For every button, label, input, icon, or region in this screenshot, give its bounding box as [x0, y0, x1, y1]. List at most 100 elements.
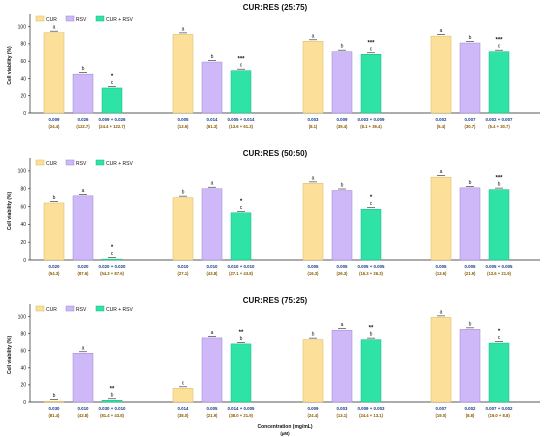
bar	[488, 342, 510, 403]
micromolar-label: (13.6)	[178, 124, 190, 129]
significance-stars: **	[239, 330, 244, 336]
micromolar-label: (8.1)	[309, 124, 318, 129]
significance-letter: b	[469, 35, 472, 41]
concentration-label: 0.020	[78, 264, 90, 269]
y-tick-label: 100	[18, 314, 27, 320]
significance-letter: b	[211, 54, 214, 60]
legend-label: CUR + RSV	[106, 307, 133, 313]
y-tick-label: 40	[20, 76, 26, 82]
significance-stars: *	[111, 74, 114, 80]
legend-swatch	[95, 15, 105, 22]
significance-stars: ***	[495, 38, 503, 44]
concentration-label: 0.010	[78, 406, 90, 411]
y-tick-label: 60	[20, 349, 26, 355]
micromolar-label: (13.6)	[436, 271, 448, 276]
concentration-label: 0.003	[308, 117, 320, 122]
micromolar-label: (8.1 + 39.4)	[360, 124, 382, 129]
chart-panel: CUR:RES (75:25) CUR RSV CUR + RSV 0 20 40 60 80 1…	[7, 296, 540, 418]
micromolar-label: (16.3 + 26.3)	[359, 271, 383, 276]
significance-letter: b	[240, 336, 243, 342]
bar	[302, 41, 324, 114]
bar	[72, 195, 94, 261]
significance-letter: a	[440, 28, 443, 34]
concentration-label: 0.005	[436, 264, 448, 269]
y-tick-label: 60	[20, 59, 26, 65]
micromolar-label: (81.4)	[49, 413, 61, 418]
micromolar-label: (24.4 + 13.1)	[359, 413, 383, 418]
significance-letter: b	[370, 332, 373, 338]
concentration-label: 0.007	[436, 406, 448, 411]
micromolar-label: (24.4)	[49, 124, 61, 129]
bar	[459, 42, 481, 114]
bar	[430, 317, 452, 403]
bar	[43, 202, 65, 261]
micromolar-label: (24.4)	[308, 413, 320, 418]
concentration-label: 0.030 + 0.010	[99, 406, 127, 411]
significance-stars: *	[240, 199, 243, 205]
significance-letter: c	[370, 201, 373, 207]
legend-swatch	[65, 305, 75, 312]
concentration-label: 0.005 + 0.005	[358, 264, 386, 269]
y-tick-label: 0	[23, 400, 26, 406]
significance-letter: a	[82, 345, 85, 351]
significance-letter: b	[312, 332, 315, 338]
bar	[331, 51, 353, 114]
micromolar-label: (21.9)	[465, 271, 477, 276]
significance-letter: a	[440, 309, 443, 315]
significance-stars: **	[369, 326, 374, 332]
bar	[201, 337, 223, 403]
bar	[72, 353, 94, 403]
concentration-label: 0.010 + 0.010	[228, 264, 256, 269]
concentration-label: 0.020 + 0.020	[99, 264, 127, 269]
chart-title: CUR:RES (50:50)	[243, 149, 308, 158]
chart-panel: CUR:RES (25:75) CUR RSV CUR + RSV 0 20 40 60 80 1…	[7, 3, 540, 129]
micromolar-label: (30.7)	[465, 124, 477, 129]
concentration-label: 0.014	[178, 406, 190, 411]
legend-label: RSV	[76, 161, 87, 167]
chart-title: CUR:RES (25:75)	[243, 3, 308, 12]
bar	[302, 183, 324, 261]
bar	[230, 343, 252, 403]
micromolar-label: (5.4)	[437, 124, 446, 129]
significance-stars: ***	[495, 176, 503, 182]
concentration-label: 0.020	[49, 264, 61, 269]
micromolar-label: (8.8)	[466, 413, 475, 418]
bar	[360, 54, 382, 114]
concentration-label: 0.009	[49, 117, 61, 122]
significance-letter: c	[182, 380, 185, 386]
legend-label: CUR + RSV	[106, 17, 133, 23]
bar	[43, 32, 65, 114]
micromolar-label: (26.3)	[337, 271, 349, 276]
significance-letter: b	[341, 44, 344, 50]
significance-stars: *	[370, 195, 373, 201]
bar	[488, 189, 510, 261]
bar	[459, 187, 481, 261]
y-tick-label: 80	[20, 187, 26, 193]
legend-label: RSV	[76, 17, 87, 23]
micromolar-label: (38.0 + 21.9)	[229, 413, 253, 418]
concentration-label: 0.007	[465, 117, 477, 122]
y-tick-label: 0	[23, 111, 26, 117]
y-tick-label: 20	[20, 383, 26, 389]
legend-swatch	[35, 15, 45, 22]
concentration-label: 0.005	[308, 264, 320, 269]
legend-label: CUR + RSV	[106, 161, 133, 167]
y-axis-label: Cell viability (%)	[7, 46, 13, 85]
concentration-label: 0.009	[308, 406, 320, 411]
concentration-label: 0.003	[337, 406, 349, 411]
y-tick-label: 20	[20, 240, 26, 246]
significance-letter: a	[312, 175, 315, 181]
micromolar-label: (54.3 + 87.6)	[100, 271, 124, 276]
bar	[302, 339, 324, 403]
bar	[360, 208, 382, 261]
concentration-label: 0.010	[207, 264, 219, 269]
significance-letter: a	[53, 25, 56, 31]
bar	[430, 35, 452, 114]
significance-stars: **	[110, 386, 115, 392]
bar	[72, 73, 94, 114]
bar	[43, 400, 65, 403]
bar	[331, 329, 353, 403]
significance-letter: b	[469, 321, 472, 327]
significance-letter: b	[53, 393, 56, 399]
concentration-label: 0.005	[178, 117, 190, 122]
